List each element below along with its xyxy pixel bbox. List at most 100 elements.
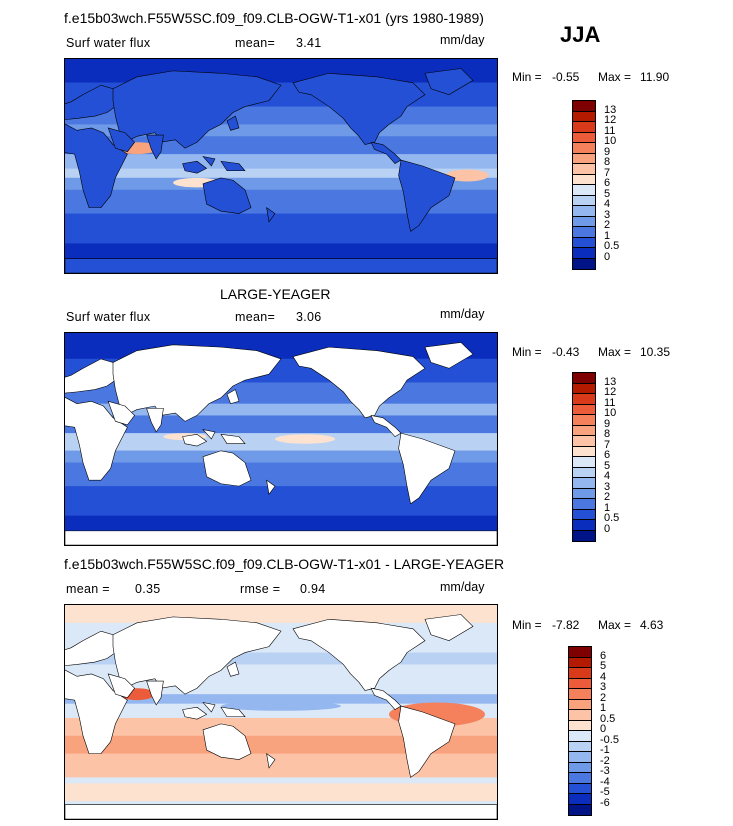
colorbar-label: 5 xyxy=(604,187,611,200)
colorbar-swatch xyxy=(573,373,595,384)
colorbar-label: -4 xyxy=(600,775,610,788)
colorbar-label: 5 xyxy=(600,660,607,672)
colorbar-swatch xyxy=(569,678,591,689)
panel3-title: f.e15b03wch.F55W5SC.f09_f09.CLB-OGW-T1-x… xyxy=(64,556,505,572)
panel3-rmse-value: 0.94 xyxy=(300,582,326,596)
colorbar-label: 11 xyxy=(604,396,616,409)
colorbar-swatch xyxy=(569,752,591,763)
colorbar-label: 4 xyxy=(600,670,607,683)
colorbar-label: 0.5 xyxy=(604,512,620,524)
panel2-mean-value: 3.06 xyxy=(296,310,322,324)
colorbar-swatch xyxy=(573,164,595,175)
colorbar-label: 8 xyxy=(604,156,611,168)
colorbar-swatch xyxy=(573,446,595,457)
panel1-title: f.e15b03wch.F55W5SC.f09_f09.CLB-OGW-T1-x… xyxy=(64,10,484,26)
colorbar-label: 9 xyxy=(604,145,611,158)
panel2-max-value: 10.35 xyxy=(640,345,671,359)
colorbar-swatch xyxy=(573,520,595,531)
colorbar-label: 13 xyxy=(604,375,617,388)
colorbar-swatch xyxy=(573,227,595,238)
colorbar-swatch xyxy=(573,101,595,112)
colorbar-swatch xyxy=(573,383,595,394)
panel2-max-label: Max = xyxy=(598,345,632,359)
colorbar-swatch xyxy=(573,425,595,436)
colorbar-label: 0 xyxy=(604,522,611,535)
panel3-min-value: -7.82 xyxy=(552,618,580,632)
panel1-units: mm/day xyxy=(440,33,485,47)
colorbar-label: 3 xyxy=(600,681,607,693)
colorbar-swatch xyxy=(573,248,595,259)
colorbar-swatch xyxy=(569,773,591,784)
colorbar-swatch xyxy=(573,509,595,520)
colorbar-swatch xyxy=(573,530,595,541)
colorbar-swatch xyxy=(573,436,595,447)
colorbar-label: -2 xyxy=(600,754,610,767)
panel3-units: mm/day xyxy=(440,580,485,594)
panel1-colorbar-labels: 13 12 11 10 9 8 7 6 5 4 3 2 1 0.5 0 xyxy=(604,100,644,268)
colorbar-swatch xyxy=(573,404,595,415)
panel2-title: LARGE-YEAGER xyxy=(220,286,331,302)
colorbar-label: 1 xyxy=(604,501,611,514)
colorbar-label: 0.5 xyxy=(604,240,620,252)
colorbar-swatch xyxy=(573,111,595,122)
colorbar-swatch xyxy=(569,710,591,721)
panel1-max-value: 11.90 xyxy=(640,70,670,84)
colorbar-swatch xyxy=(573,195,595,206)
colorbar-swatch xyxy=(573,206,595,217)
colorbar-label: 13 xyxy=(604,103,617,116)
colorbar-swatch xyxy=(573,237,595,248)
colorbar-swatch xyxy=(573,153,595,164)
colorbar-swatch xyxy=(573,132,595,143)
panel3-mean-value: 0.35 xyxy=(135,582,161,596)
colorbar-swatch xyxy=(573,143,595,154)
colorbar-label: 3 xyxy=(604,208,611,221)
colorbar-label: 10 xyxy=(604,407,617,419)
colorbar-label: 12 xyxy=(604,386,617,398)
colorbar-swatch xyxy=(569,794,591,805)
colorbar-label: -3 xyxy=(600,765,610,777)
colorbar-swatch xyxy=(573,216,595,227)
colorbar-label: -5 xyxy=(600,786,610,798)
colorbar-swatch xyxy=(569,741,591,752)
panel3-map xyxy=(64,604,498,820)
colorbar-label: 2 xyxy=(600,691,607,704)
colorbar-label: -1 xyxy=(600,744,610,756)
colorbar-swatch xyxy=(573,488,595,499)
colorbar-label: 11 xyxy=(604,124,616,137)
colorbar-swatch xyxy=(569,720,591,731)
panel1-min-value: -0.55 xyxy=(552,70,580,84)
colorbar-label: 12 xyxy=(604,114,617,126)
colorbar-swatch xyxy=(573,457,595,468)
colorbar-label: 5 xyxy=(604,459,611,472)
season-label: JJA xyxy=(560,22,601,47)
colorbar-swatch xyxy=(573,415,595,426)
panel2-colorbar xyxy=(572,372,596,542)
panel3-mean-label: mean = xyxy=(66,582,110,596)
colorbar-swatch xyxy=(573,394,595,405)
colorbar-swatch xyxy=(569,657,591,668)
colorbar-swatch xyxy=(569,699,591,710)
panel1-mean-label: mean= xyxy=(235,36,276,50)
colorbar-label: 7 xyxy=(604,166,611,179)
colorbar-swatch xyxy=(573,174,595,185)
panel2-mean-label: mean= xyxy=(235,310,276,324)
panel2-map xyxy=(64,332,498,546)
colorbar-swatch xyxy=(569,804,591,815)
colorbar-swatch xyxy=(573,499,595,510)
panel2-colorbar-labels: 13 12 11 10 9 8 7 6 5 4 3 2 1 0.5 0 xyxy=(604,372,644,540)
colorbar-swatch xyxy=(569,783,591,794)
colorbar-swatch xyxy=(569,689,591,700)
panel1-variable: Surf water flux xyxy=(66,36,151,50)
panel3-colorbar-labels: 6 5 4 3 2 1 0.5 0 -0.5 -1 -2 -3 -4 -5 -6 xyxy=(600,646,640,814)
colorbar-swatch xyxy=(569,647,591,658)
colorbar-swatch xyxy=(569,731,591,742)
colorbar-swatch xyxy=(573,185,595,196)
panel1-map xyxy=(64,58,498,274)
panel3-colorbar xyxy=(568,646,592,816)
panel3-max-label: Max = xyxy=(598,618,632,632)
colorbar-label: 4 xyxy=(604,198,611,210)
colorbar-label: 3 xyxy=(604,480,611,493)
colorbar-swatch xyxy=(573,122,595,133)
colorbar-label: 1 xyxy=(600,702,607,714)
colorbar-swatch xyxy=(569,668,591,679)
